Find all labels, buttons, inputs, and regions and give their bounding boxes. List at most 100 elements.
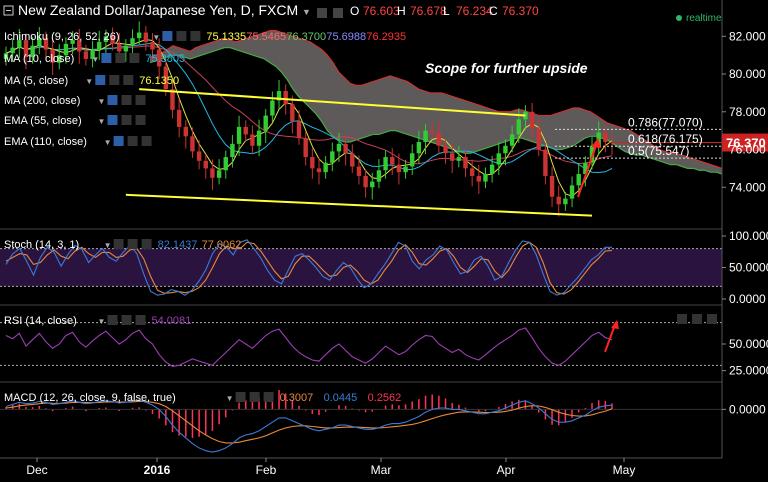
close-icon[interactable] [135,95,146,105]
candle-body [216,170,222,178]
indicator-label[interactable]: MA (200, close) [4,95,80,107]
panel-control-icon[interactable] [692,314,702,324]
candle-body [383,157,388,171]
panel-value: 0.2562 [368,392,402,404]
chevron-down-icon[interactable]: ▼ [98,97,106,106]
candle-body [529,111,535,129]
visibility-eye-icon[interactable] [235,392,246,402]
candle-body [90,49,95,59]
panel-label[interactable]: Stoch (14, 3, 1) [4,239,79,251]
close-icon[interactable] [123,75,134,85]
settings-icon[interactable] [121,95,132,105]
candle-body [463,157,468,169]
settings-icon[interactable] [115,53,126,63]
close-icon[interactable] [190,31,201,41]
indicator-label[interactable]: EMA (55, close) [4,115,82,127]
candle-body [416,141,422,154]
chevron-down-icon[interactable]: ▼ [226,394,234,403]
indicator-label[interactable]: MA (5, close) [4,75,68,87]
settings-icon[interactable] [127,239,138,249]
settings-icon[interactable] [121,315,132,325]
candle-body [423,130,428,142]
settings-icon[interactable] [127,136,138,146]
candle-body [10,47,15,54]
price-tag-bg [722,133,768,152]
panel-control-icon[interactable] [707,314,717,324]
macd-signal-line [5,400,613,444]
stoch-d-line [5,241,613,295]
candle-body [97,41,102,50]
price-panel[interactable] [0,21,723,230]
settings-icon[interactable] [249,392,260,402]
candle-body [390,157,395,165]
close-icon[interactable] [141,239,152,249]
indicator-value: 76.3700 [286,31,326,43]
candle-body [130,38,135,46]
y-tick-label: 100.000 [729,229,768,243]
visibility-eye-icon[interactable] [113,239,124,249]
stoch-k-line [5,239,612,296]
visibility-eye-icon[interactable] [107,115,118,125]
stoch-panel[interactable] [0,239,722,306]
visibility-eye-icon[interactable] [162,31,173,41]
x-tick-label: Apr [497,463,516,477]
macd-line [5,399,613,453]
panel-control-icon[interactable] [677,314,687,324]
candle-body [290,104,295,122]
settings-icon[interactable] [176,31,187,41]
close-icon[interactable] [129,53,140,63]
candle-body [336,143,342,152]
close-icon[interactable] [135,315,146,325]
chevron-down-icon[interactable]: ▼ [302,7,311,17]
candle-body [263,115,268,131]
ohlc-value: 76.370 [502,4,539,18]
chevron-down-icon[interactable]: ▼ [98,317,106,326]
visibility-eye-icon[interactable] [95,75,106,85]
settings-icon[interactable] [317,8,327,18]
panel-value: 0.0445 [324,392,358,404]
y-tick-label: 50.0000 [729,337,768,351]
candle-body [77,40,82,52]
chevron-down-icon[interactable]: ▼ [152,33,160,42]
rsi-panel[interactable] [0,320,722,383]
candle-body [316,168,322,173]
indicator-label[interactable]: EMA (110, close) [4,136,87,148]
settings-icon[interactable] [121,115,132,125]
panel-label[interactable]: MACD (12, 26, close, 9, false, true) [4,392,176,404]
close-icon[interactable] [141,136,152,146]
close-icon[interactable] [135,115,146,125]
candle-body [350,153,355,167]
candle-body [17,40,22,48]
chevron-down-icon[interactable]: ▼ [104,241,112,250]
candle-body [516,119,521,135]
screenshot-icon[interactable] [333,8,343,18]
visibility-eye-icon[interactable] [107,95,118,105]
arrow-up-head [611,320,619,329]
candle-body [296,121,302,139]
visibility-eye-icon[interactable] [101,53,112,63]
candle-body [483,174,488,182]
visibility-eye-icon[interactable] [113,136,124,146]
candle-body [183,126,189,137]
indicator-label[interactable]: Ichimoku (9, 26, 52, 26) [4,31,120,43]
candle-body [410,153,415,167]
collapse-toggle-icon[interactable] [3,5,14,16]
chevron-down-icon[interactable]: ▼ [91,55,99,64]
candle-body [163,66,169,90]
annotation-text: Scope for further upside [425,60,588,76]
panel-value: 0.3007 [280,392,314,404]
chevron-down-icon[interactable]: ▼ [85,77,93,86]
candle-body [283,91,288,105]
candle-body [70,40,75,44]
indicator-value: 75.1335 [206,31,246,43]
candle-body [123,45,129,52]
visibility-eye-icon[interactable] [107,315,118,325]
chevron-down-icon[interactable]: ▼ [104,138,112,147]
indicator-label[interactable]: MA (10, close) [4,53,74,65]
settings-icon[interactable] [109,75,120,85]
candle-body [30,45,35,58]
close-icon[interactable] [263,392,274,402]
chevron-down-icon[interactable]: ▼ [98,117,106,126]
panel-label[interactable]: RSI (14, close) [4,315,77,327]
